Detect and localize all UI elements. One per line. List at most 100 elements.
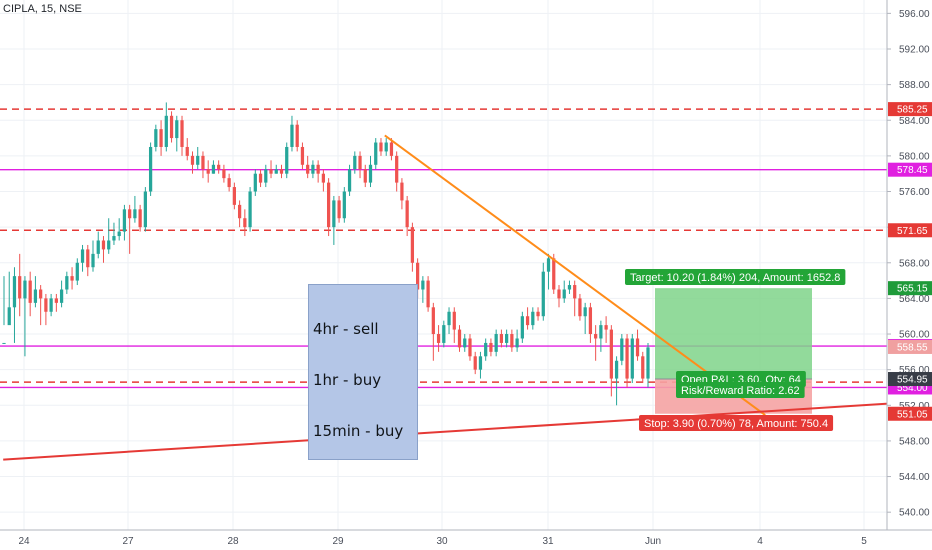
candle-body — [49, 298, 53, 312]
candle-body — [646, 347, 650, 379]
candle-body — [326, 182, 331, 228]
candle-body — [494, 334, 498, 352]
price-tick-label: 596.00 — [899, 9, 930, 20]
candle-body — [468, 338, 472, 357]
candle-body — [196, 155, 200, 165]
candle-body — [363, 169, 367, 183]
time-axis[interactable]: 24 27 28 29 30 31 Jun 4 5 — [0, 529, 932, 550]
candle-body — [133, 209, 137, 219]
candle-body — [279, 169, 284, 174]
candle-body — [117, 231, 121, 237]
candle-body — [353, 155, 357, 170]
candle-body — [28, 280, 32, 303]
candle-body — [154, 129, 158, 147]
price-axis[interactable]: 540.00 544.00 548.00 552.00 556.00 560.00 564.… — [886, 0, 932, 550]
price-tag-bg — [888, 339, 932, 354]
candle-body — [2, 342, 6, 344]
candle-body — [232, 187, 236, 205]
position-labels: Target: 10.20 (1.84%) 204, Amount: 1652.… — [625, 269, 846, 431]
candle-body — [39, 289, 43, 299]
price-tag-bg — [888, 372, 932, 387]
candle-body — [237, 204, 242, 219]
time-tick-label: 4 — [757, 536, 763, 547]
candle-body — [400, 182, 404, 201]
candle-body — [164, 115, 168, 147]
price-tag-bg — [888, 406, 932, 421]
candle-body — [463, 338, 467, 348]
candle-body — [80, 249, 85, 263]
price-tick-label: 564.00 — [899, 294, 930, 305]
time-tick-label: Jun — [645, 536, 661, 547]
candle-body — [96, 240, 100, 254]
time-axis-bg — [0, 530, 932, 550]
candle-body — [436, 334, 441, 343]
candle-body — [33, 289, 38, 303]
candle-body — [358, 155, 362, 170]
time-tick-label: 24 — [18, 536, 30, 547]
candle-body — [447, 311, 451, 326]
time-tick-label: 28 — [227, 536, 239, 547]
candle-body — [630, 338, 634, 379]
candle-body — [285, 146, 289, 174]
candle-body — [44, 298, 48, 312]
candle-body — [190, 155, 195, 165]
candle-body — [23, 280, 27, 299]
target-label-bg — [625, 269, 846, 285]
trendline[interactable] — [384, 134, 766, 416]
candle-body — [59, 289, 64, 303]
candle-body — [588, 307, 593, 335]
candle-body — [306, 164, 310, 174]
candle-body — [217, 164, 221, 170]
candle-body — [337, 200, 341, 219]
candle-body — [311, 164, 315, 174]
price-tag: 554.95 — [897, 375, 928, 386]
candle-body — [70, 276, 74, 281]
candle-body — [431, 307, 435, 335]
candle-body — [552, 258, 556, 290]
price-tag: 578.45 — [897, 165, 928, 176]
timeframe-note[interactable]: 4hr - sell 1hr - buy 15min - buy — [308, 284, 418, 460]
candle-body — [206, 169, 210, 174]
candle-body — [410, 227, 415, 263]
stop-label: Stop: 3.90 (0.70%) 78, Amount: 750.4 — [639, 415, 834, 431]
price-tag: 585.25 — [897, 105, 928, 116]
trendline[interactable] — [3, 402, 891, 461]
candle-body — [138, 209, 142, 228]
price-tag-bg — [888, 102, 932, 117]
stop-label-text: Stop: 3.90 (0.70%) 78, Amount: 750.4 — [644, 418, 828, 430]
candle-body — [473, 356, 477, 370]
candle-body — [426, 280, 430, 308]
candlestick-series — [2, 102, 650, 406]
candle-body — [201, 155, 205, 170]
risk-reward-label-bg — [676, 382, 805, 398]
candle-body — [641, 356, 645, 379]
time-tick-label: 31 — [542, 536, 554, 547]
candle-body — [253, 173, 257, 192]
candle-body — [65, 276, 69, 290]
candle-body — [347, 169, 352, 192]
candle-body — [416, 262, 420, 290]
target-zone[interactable] — [655, 288, 812, 380]
candle-body — [321, 173, 326, 183]
candle-body — [599, 325, 603, 339]
price-tag-bg — [888, 223, 932, 238]
candle-body — [159, 129, 163, 147]
candle-body — [442, 325, 446, 343]
price-tick-label: 568.00 — [899, 258, 930, 269]
price-tag-bg — [888, 281, 932, 296]
candle-body — [573, 285, 577, 299]
candle-body — [578, 298, 582, 317]
candle-body — [620, 338, 624, 361]
price-tick-label: 560.00 — [899, 330, 930, 341]
candle-body — [374, 142, 378, 165]
candle-body — [269, 169, 273, 174]
candle-body — [185, 146, 189, 156]
candle-body — [274, 169, 278, 174]
candle-body — [536, 311, 540, 317]
candle-body — [625, 338, 629, 379]
candle-body — [86, 249, 90, 268]
price-tag: 565.15 — [897, 284, 928, 295]
chart-grid — [0, 0, 887, 530]
trendlines[interactable] — [3, 134, 891, 461]
